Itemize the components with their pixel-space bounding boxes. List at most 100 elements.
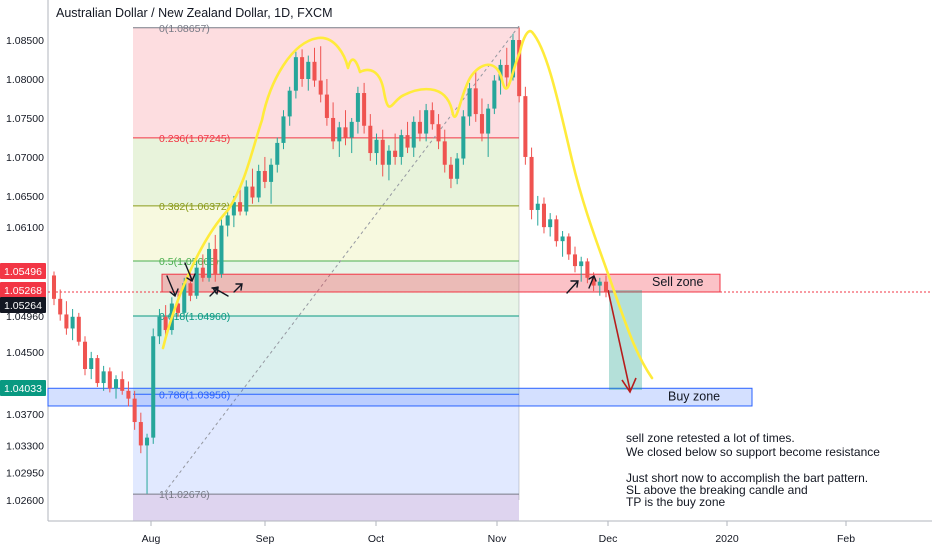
projection-layer bbox=[607, 289, 642, 394]
candle-body bbox=[176, 303, 181, 313]
candle-body bbox=[300, 57, 305, 79]
retest-arrow bbox=[233, 283, 243, 293]
price-tick-label: 1.02950 bbox=[6, 468, 44, 480]
price-tick-label: 1.07000 bbox=[6, 152, 44, 164]
candle-body bbox=[436, 124, 441, 142]
time-tick-label: 2020 bbox=[715, 533, 739, 545]
candle-body bbox=[324, 94, 329, 118]
candle-body bbox=[579, 261, 584, 267]
price-marker-label: 1.05268 bbox=[4, 285, 42, 297]
candle-body bbox=[151, 336, 156, 438]
price-tick-label: 1.04960 bbox=[6, 311, 44, 323]
zones-layer: Sell zone Buy zone bbox=[47, 273, 932, 407]
candle-body bbox=[393, 150, 398, 157]
candle-body bbox=[535, 203, 540, 210]
candle-body bbox=[554, 219, 559, 242]
time-tick-label: Dec bbox=[599, 533, 618, 545]
fib-band bbox=[133, 205, 519, 261]
candle-body bbox=[455, 158, 460, 179]
candle-body bbox=[225, 215, 230, 226]
candle-body bbox=[293, 57, 298, 91]
fib-label: 0.618(1.04960) bbox=[159, 311, 230, 323]
fib-label: 0.382(1.06372) bbox=[159, 201, 230, 213]
candle-body bbox=[182, 283, 187, 313]
candle-body bbox=[287, 90, 292, 117]
retest-arrow bbox=[211, 286, 229, 297]
buy-zone-box bbox=[47, 387, 753, 407]
candle-body bbox=[219, 225, 224, 274]
price-axis[interactable]: 1.08500 1.08000 1.07500 1.07000 1.06500 1.061… bbox=[6, 35, 44, 507]
candle-body bbox=[541, 203, 546, 228]
fibonacci-bands bbox=[133, 27, 519, 521]
candle-body bbox=[572, 254, 578, 267]
price-marker-label: 1.05264 bbox=[4, 300, 42, 312]
candle-body bbox=[597, 281, 602, 286]
candle-body bbox=[101, 371, 106, 384]
fib-label: 0(1.08657) bbox=[159, 23, 210, 35]
candle-body bbox=[306, 61, 311, 79]
candle-body bbox=[343, 127, 348, 138]
candle-body bbox=[269, 164, 274, 182]
candle-body bbox=[95, 358, 100, 384]
candle-body bbox=[473, 88, 478, 115]
retest-arrow bbox=[588, 274, 597, 289]
price-tick-label: 1.03300 bbox=[6, 440, 44, 452]
fib-band bbox=[133, 316, 519, 395]
candle-body bbox=[82, 341, 88, 370]
candle-body bbox=[58, 298, 63, 315]
candle-body bbox=[337, 127, 342, 142]
price-marker-box bbox=[0, 263, 46, 279]
candle-body bbox=[417, 121, 422, 134]
time-tick-label: Nov bbox=[488, 533, 507, 545]
annotation-line: SL above the breaking candle and bbox=[626, 483, 808, 497]
candle-body bbox=[380, 139, 385, 165]
drawings-layer bbox=[161, 29, 654, 380]
time-axis[interactable]: Aug Sep Oct Nov Dec 2020 Feb bbox=[142, 521, 856, 545]
candle-body bbox=[120, 379, 125, 391]
price-marker-box bbox=[0, 282, 46, 298]
candle-body bbox=[194, 267, 199, 296]
candle-body bbox=[442, 141, 447, 165]
candle-body bbox=[114, 379, 119, 389]
candle-body bbox=[523, 96, 528, 157]
fibonacci-lines: 0(1.08657) 0.236(1.07245) 0.382(1.06372) 0.… bbox=[133, 23, 520, 501]
candle-body bbox=[362, 93, 367, 126]
candle-body bbox=[448, 164, 453, 179]
annotation-line: TP is the buy zone bbox=[626, 495, 725, 509]
candle-body bbox=[386, 150, 391, 165]
sell-zone-box bbox=[161, 273, 721, 293]
sell-zone-label: Sell zone bbox=[652, 275, 703, 289]
candle-body bbox=[163, 316, 168, 331]
price-marker-label: 1.05496 bbox=[4, 266, 42, 278]
fib-band bbox=[133, 137, 519, 206]
buy-zone-label: Buy zone bbox=[668, 389, 720, 403]
candle-body bbox=[566, 236, 571, 255]
candle-body bbox=[424, 110, 429, 134]
retest-arrow bbox=[166, 275, 179, 298]
retest-arrow bbox=[566, 280, 579, 294]
time-tick-label: Oct bbox=[368, 533, 384, 545]
price-marker-box bbox=[0, 297, 46, 313]
candle-body bbox=[603, 281, 609, 292]
candle-body bbox=[548, 219, 553, 228]
candle-body bbox=[238, 202, 243, 212]
candle-body bbox=[560, 236, 565, 242]
candle-body bbox=[405, 135, 410, 148]
fib-band bbox=[133, 494, 519, 521]
candle-body bbox=[256, 170, 261, 198]
candle-body bbox=[126, 390, 131, 399]
candle-body bbox=[231, 202, 236, 216]
candle-body bbox=[374, 139, 379, 154]
price-tick-label: 1.02600 bbox=[6, 495, 44, 507]
candle-body bbox=[157, 316, 162, 337]
price-tick-label: 1.07500 bbox=[6, 113, 44, 125]
annotation-line: We closed below so support become resist… bbox=[626, 445, 880, 459]
candle-body bbox=[250, 186, 255, 198]
candles-layer bbox=[51, 27, 609, 494]
candle-body bbox=[430, 110, 435, 125]
annotation-text: sell zone retested a lot of times.We clo… bbox=[626, 431, 880, 509]
price-marker-box bbox=[0, 380, 46, 396]
candle-body bbox=[145, 437, 150, 446]
